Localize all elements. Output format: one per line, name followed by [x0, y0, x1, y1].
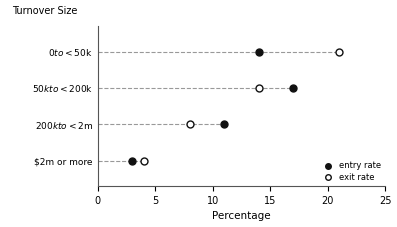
exit rate — [336, 50, 342, 53]
exit rate — [141, 159, 147, 163]
Legend: entry rate, exit rate: entry rate, exit rate — [320, 161, 381, 182]
entry rate — [221, 123, 227, 126]
Text: Turnover Size: Turnover Size — [12, 6, 77, 16]
exit rate — [256, 86, 262, 90]
exit rate — [187, 123, 193, 126]
X-axis label: Percentage: Percentage — [212, 211, 271, 222]
entry rate — [290, 86, 297, 90]
entry rate — [129, 159, 135, 163]
entry rate — [256, 50, 262, 53]
